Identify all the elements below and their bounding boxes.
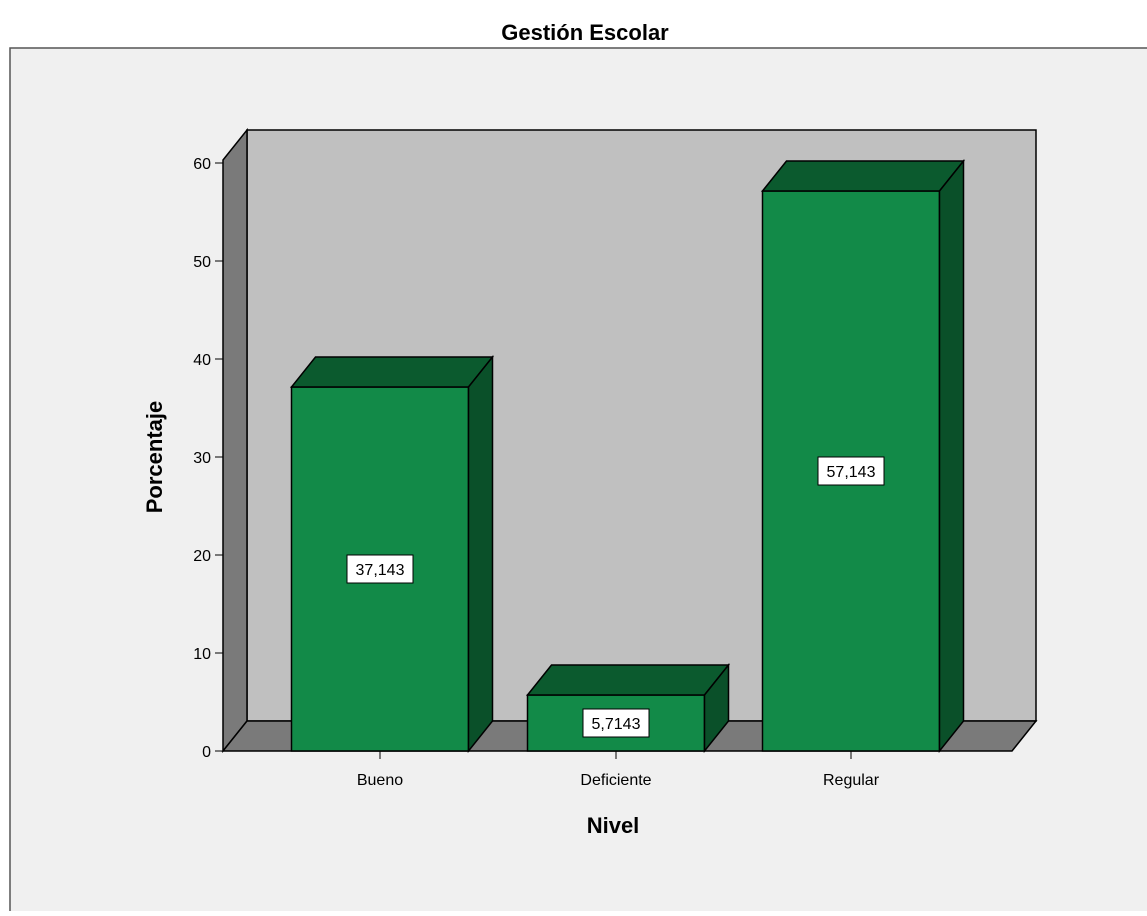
y-tick-label: 60 — [193, 156, 211, 173]
x-tick-label: Deficiente — [580, 772, 651, 789]
x-tick-label: Regular — [823, 772, 880, 789]
data-label: 37,143 — [356, 562, 405, 579]
chart-title: Gestión Escolar — [501, 20, 669, 45]
y-tick-label: 30 — [193, 450, 211, 467]
data-label-box — [817, 456, 885, 486]
data-label-box — [346, 554, 414, 584]
data-label: 57,143 — [827, 464, 876, 481]
bar-side — [938, 158, 965, 754]
chart-side-wall — [222, 127, 248, 754]
y-tick-label: 50 — [193, 254, 211, 271]
data-label-box — [582, 708, 650, 738]
data-label: 5,7143 — [592, 716, 641, 733]
y-axis-label: Porcentaje — [142, 401, 167, 514]
plot-area: 0 10 20 30 40 50 60 37,143 Bueno 5,7143 Deficiente… — [193, 127, 1038, 789]
y-tick-label: 10 — [193, 646, 211, 663]
y-tick-label: 20 — [193, 548, 211, 565]
bar-top — [760, 160, 966, 192]
x-axis-label: Nivel — [587, 813, 640, 838]
bar-top — [289, 356, 495, 388]
bar-side — [703, 662, 730, 754]
y-tick-label: 0 — [202, 744, 211, 761]
x-tick-label: Bueno — [357, 772, 403, 789]
bar-top — [525, 664, 731, 696]
y-tick-label: 40 — [193, 352, 211, 369]
bar-side — [467, 354, 494, 754]
